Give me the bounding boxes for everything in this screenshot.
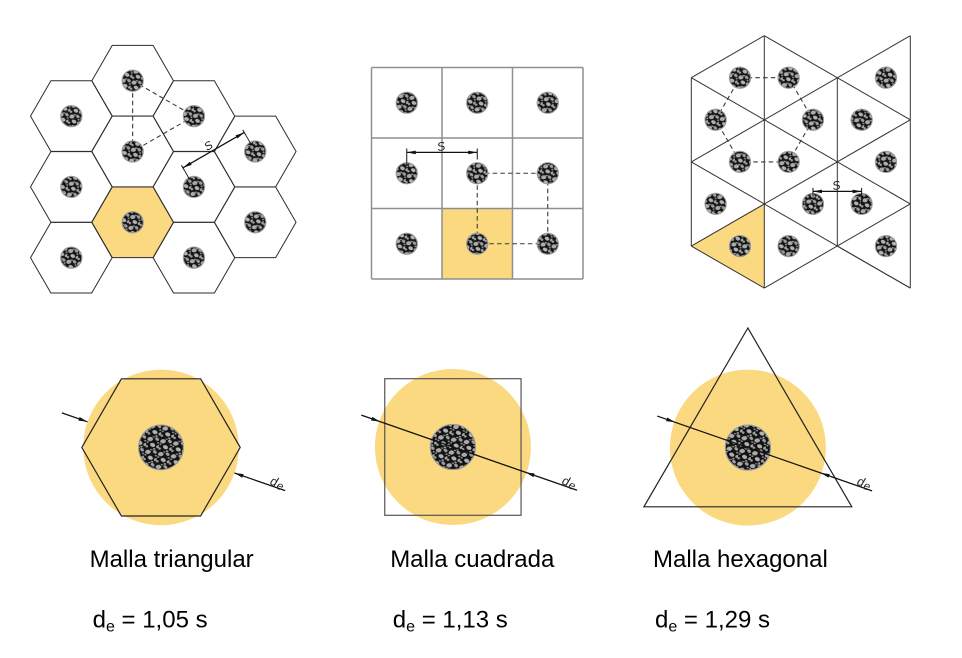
- svg-text:Malla cuadrada: Malla cuadrada: [390, 546, 555, 573]
- svg-text:de = 1,05 s: de = 1,05 s: [93, 606, 208, 635]
- svg-text:Malla hexagonal: Malla hexagonal: [653, 546, 828, 573]
- svg-text:de = 1,13 s: de = 1,13 s: [393, 606, 508, 635]
- svg-text:Malla triangular: Malla triangular: [90, 546, 254, 573]
- svg-text:S: S: [831, 178, 842, 193]
- svg-text:S: S: [436, 139, 447, 154]
- svg-text:de = 1,29 s: de = 1,29 s: [655, 606, 770, 635]
